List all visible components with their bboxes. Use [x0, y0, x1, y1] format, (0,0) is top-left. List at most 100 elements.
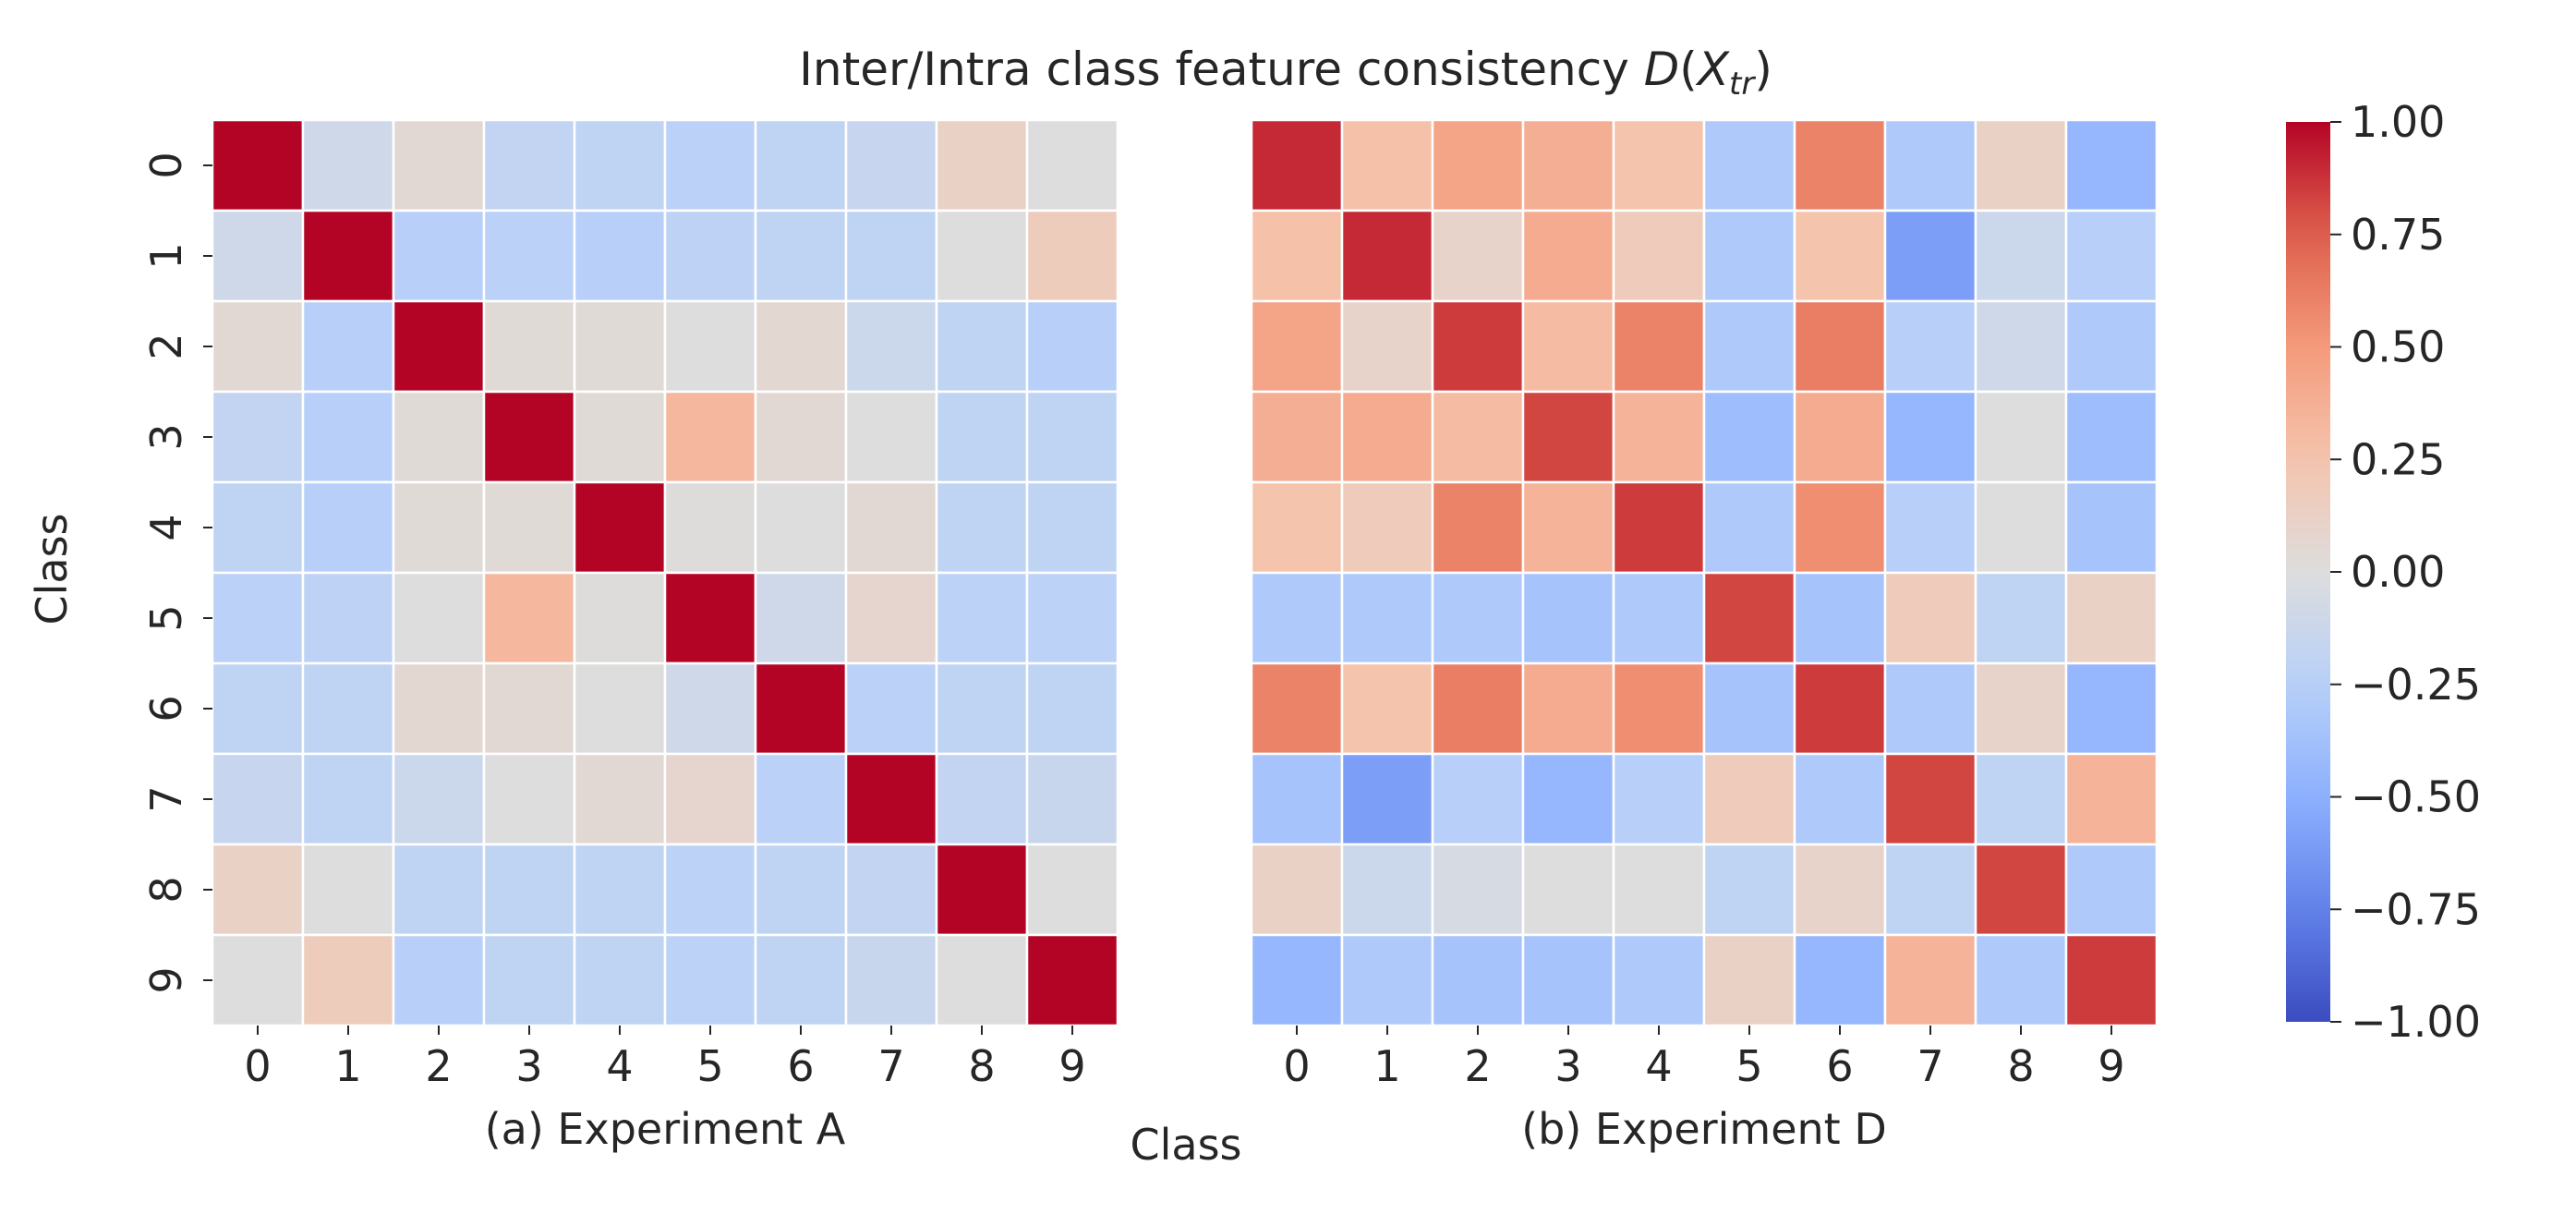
heatmap-cell [1521, 390, 1615, 484]
heatmap-cell [663, 843, 757, 937]
heatmap-cell [2064, 843, 2159, 937]
heatmap-cell [754, 752, 848, 846]
heatmap-cell [1250, 752, 1344, 846]
heatmap-cell [663, 118, 757, 212]
x-tick-label: 8 [968, 1041, 995, 1091]
heatmap-cell [935, 662, 1029, 756]
heatmap-cell [935, 118, 1029, 212]
x-tick-label: 1 [1373, 1041, 1400, 1091]
heatmap-cell [1431, 209, 1525, 303]
heatmap-cell [211, 752, 305, 846]
heatmap-cell [1974, 933, 2068, 1027]
x-tick-label: 7 [1917, 1041, 1943, 1091]
colorbar: 1.00 0.75 0.50 0.25 0.00 −0.25 −0.50 −0.75 −1.00 [2286, 97, 2481, 1047]
heatmap-cell [211, 843, 305, 937]
heatmap-cell [1883, 662, 1977, 756]
heatmap-cell [392, 118, 486, 212]
heatmap-cell [1250, 933, 1344, 1027]
heatmap-cell [663, 571, 757, 665]
heatmap-cell [1340, 390, 1434, 484]
heatmap-cell [754, 480, 848, 575]
heatmap-cell [935, 299, 1029, 394]
heatmap-cell [1793, 390, 1887, 484]
heatmap-cell [1702, 933, 1796, 1027]
heatmap-cell [663, 480, 757, 575]
heatmap-cell [1612, 843, 1706, 937]
heatmap-cell [482, 299, 576, 394]
heatmap-cell [1702, 843, 1796, 937]
heatmap-cell [1340, 933, 1434, 1027]
heatmap-cell [1793, 571, 1887, 665]
colorbar-tick-label: 0.00 [2351, 547, 2445, 597]
heatmap-cell [1793, 933, 1887, 1027]
heatmap-cell [2064, 933, 2159, 1027]
y-tick-label: 2 [141, 333, 191, 359]
heatmap-cell [1793, 843, 1887, 937]
x-tick-label: 5 [696, 1041, 723, 1091]
heatmap-cell [1025, 571, 1119, 665]
y-tick-label: 8 [141, 876, 191, 903]
panel-caption: (a) Experiment A [485, 1104, 846, 1154]
heatmap-cell [1793, 752, 1887, 846]
heatmap-cell [935, 843, 1029, 937]
heatmap-cell [482, 843, 576, 937]
x-tick-label: 2 [425, 1041, 452, 1091]
heatmap-cell [301, 843, 395, 937]
heatmap-cell [1974, 752, 2068, 846]
heatmap-cell [2064, 571, 2159, 665]
heatmap-cell [301, 480, 395, 575]
x-tick-label: 0 [1283, 1041, 1310, 1091]
panel-caption: (b) Experiment D [1521, 1104, 1887, 1154]
heatmap-cell [211, 118, 305, 212]
heatmap-cell [392, 390, 486, 484]
heatmap-cell [844, 571, 938, 665]
x-tick-label: 5 [1735, 1041, 1762, 1091]
heatmap-cell [754, 118, 848, 212]
heatmap-cell [1612, 662, 1706, 756]
heatmap-cell [1340, 209, 1434, 303]
heatmap-cell [1974, 390, 2068, 484]
heatmap-cell [1793, 299, 1887, 394]
heatmap-cell [482, 752, 576, 846]
heatmap-cell [1431, 299, 1525, 394]
heatmap-cell [2064, 299, 2159, 394]
heatmap-cell [573, 571, 667, 665]
heatmap-cell [1883, 843, 1977, 937]
y-tick-label: 6 [141, 695, 191, 722]
heatmap-cell [482, 209, 576, 303]
heatmap-cell [1250, 118, 1344, 212]
heatmap-cell [392, 299, 486, 394]
colorbar-tick-label: −0.75 [2351, 884, 2481, 934]
heatmap-cell [211, 662, 305, 756]
heatmap-cell [1883, 118, 1977, 212]
x-tick-label: 3 [515, 1041, 542, 1091]
chart-title-text: Inter/Intra class feature consistency [799, 42, 1644, 96]
heatmap-cell [301, 933, 395, 1027]
heatmap-cell [573, 118, 667, 212]
heatmap-cell [1340, 752, 1434, 846]
heatmap-cell [754, 843, 848, 937]
colorbar-tick-label: 0.25 [2351, 434, 2445, 484]
heatmap-cell [1250, 209, 1344, 303]
heatmap-cell [844, 933, 938, 1027]
heatmap-cell [573, 480, 667, 575]
x-tick-label: 4 [1645, 1041, 1672, 1091]
y-tick-label: 7 [141, 785, 191, 812]
heatmap-cell [2064, 752, 2159, 846]
heatmap-cell [573, 752, 667, 846]
heatmap-cell [663, 752, 757, 846]
heatmap-cell [754, 209, 848, 303]
heatmap-cell [1702, 662, 1796, 756]
heatmap-cell [663, 662, 757, 756]
heatmap-cell [301, 571, 395, 665]
heatmap-cell [482, 571, 576, 665]
heatmap-cell [1974, 843, 2068, 937]
y-tick-label: 5 [141, 604, 191, 631]
heatmap-cell [1431, 480, 1525, 575]
heatmap-cell [1340, 843, 1434, 937]
heatmap-cell [1883, 933, 1977, 1027]
heatmap-cell [392, 209, 486, 303]
heatmap-cell [1702, 299, 1796, 394]
heatmap-cell [1521, 209, 1615, 303]
heatmap-cell [392, 480, 486, 575]
